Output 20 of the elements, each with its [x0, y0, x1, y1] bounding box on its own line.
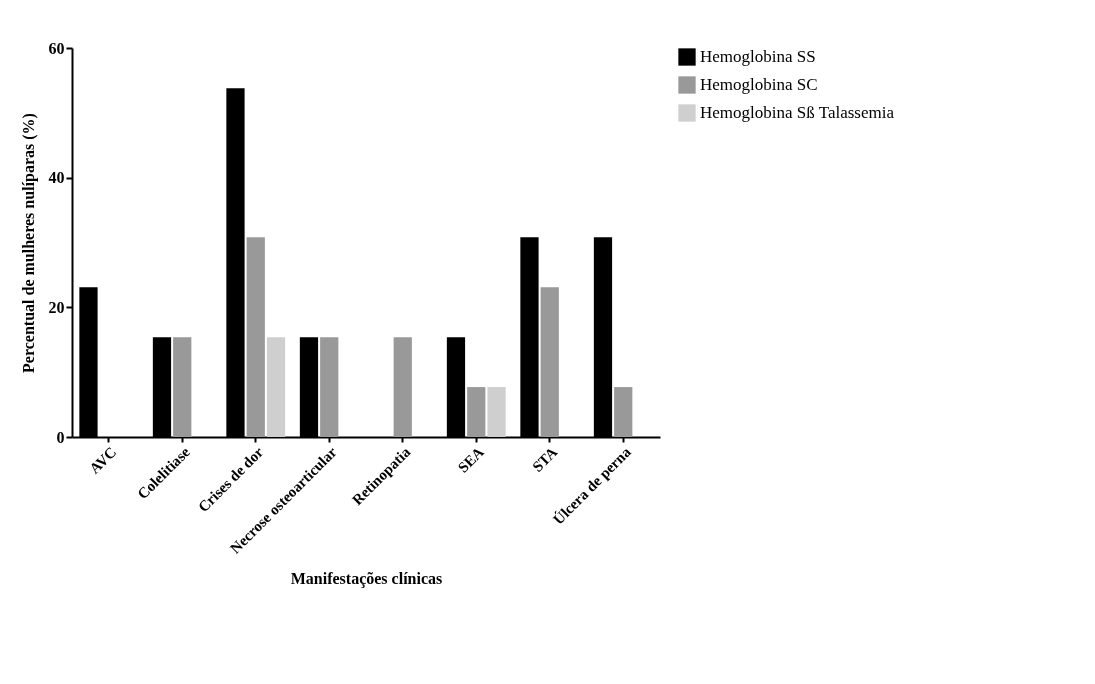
legend-label: Hemoglobina Sß Talassemia [700, 103, 895, 122]
y-tick-label: 40 [48, 169, 65, 187]
legend-label: Hemoglobina SS [700, 47, 816, 66]
legend-label: Hemoglobina SC [700, 75, 818, 94]
bar [540, 287, 559, 437]
bar [393, 337, 412, 437]
bar [173, 337, 192, 437]
bar [266, 337, 286, 437]
x-axis-title: Manifestações clínicas [290, 569, 443, 588]
bar [320, 337, 339, 437]
x-tick-label: STA [529, 443, 561, 475]
x-tick-label: SEA [454, 443, 487, 476]
y-tick-label: 20 [48, 298, 65, 316]
y-axis-title: Percentual de mulheres nulíparas (%) [19, 113, 38, 373]
bar [246, 237, 265, 437]
bar [467, 387, 486, 437]
bar [487, 387, 506, 437]
bar [614, 387, 633, 437]
y-tick-label: 60 [48, 39, 65, 57]
y-tick-label: 0 [56, 428, 65, 446]
